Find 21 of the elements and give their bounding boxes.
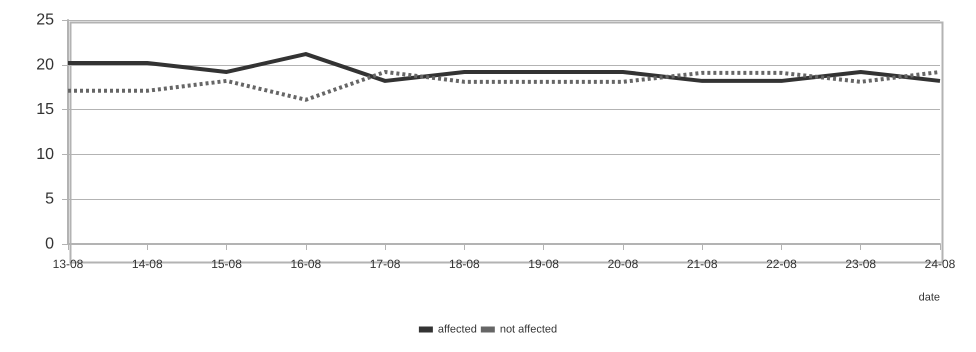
- x-tick-label: 22-08: [766, 257, 798, 271]
- y-tick-label: 5: [45, 190, 54, 208]
- y-tick-label: 10: [36, 146, 54, 163]
- x-tick-label: 19-08: [528, 257, 560, 271]
- y-tick-label: 15: [36, 101, 54, 118]
- x-tick-label: 14-08: [132, 257, 163, 271]
- x-tick-label: 16-08: [290, 257, 322, 271]
- legend-label: affected: [438, 324, 477, 336]
- x-tick-label: 18-08: [449, 257, 480, 271]
- x-axis-title: date: [918, 292, 940, 304]
- y-tick-label: 20: [36, 56, 54, 74]
- y-tick-label: 25: [36, 12, 54, 28]
- x-tick-label: 20-08: [608, 257, 639, 271]
- x-tick-label: 17-08: [370, 257, 401, 271]
- legend-label: not affected: [500, 324, 558, 336]
- y-tick-label: 0: [45, 236, 54, 252]
- x-tick-label: 23-08: [845, 257, 876, 271]
- x-tick-label: 21-08: [686, 257, 718, 271]
- x-tick-label: 24-08: [924, 257, 956, 271]
- x-tick-label: 13-08: [52, 257, 84, 271]
- x-tick-label: 15-08: [211, 257, 242, 271]
